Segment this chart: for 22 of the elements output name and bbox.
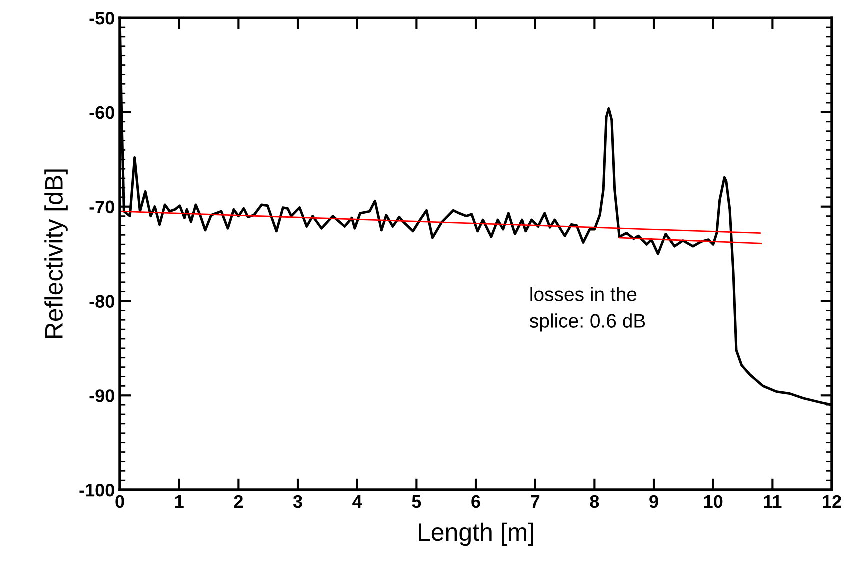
x-tick-label: 3 xyxy=(293,495,302,508)
y-tick-label: -60 xyxy=(90,106,114,120)
x-tick-label: 10 xyxy=(704,495,723,508)
x-tick-label: 7 xyxy=(531,496,540,508)
y-tick-label: -80 xyxy=(90,295,114,308)
x-tick-label: 9 xyxy=(650,495,658,508)
x-tick-label: 0 xyxy=(116,495,124,508)
y-axis-title: Reflectivity [dB] xyxy=(44,170,68,338)
x-axis-title: Length [m] xyxy=(419,522,534,546)
x-tick-label: 8 xyxy=(590,495,600,508)
x-tick-label: 11 xyxy=(764,496,782,508)
x-tick-label: 4 xyxy=(352,496,362,508)
y-tick-label: -100 xyxy=(80,484,114,497)
y-tick-label: -70 xyxy=(90,200,114,214)
y-tick-label: -50 xyxy=(90,12,114,25)
x-tick-label: 2 xyxy=(234,495,243,508)
annotation: losses in the splice: 0.6 dB xyxy=(530,287,646,332)
x-tick-label: 12 xyxy=(823,495,842,508)
x-tick-label: 1 xyxy=(175,496,184,508)
x-tick-label: 6 xyxy=(472,495,480,508)
x-tick-label: 5 xyxy=(412,496,422,508)
y-tick-label: -90 xyxy=(90,390,114,402)
